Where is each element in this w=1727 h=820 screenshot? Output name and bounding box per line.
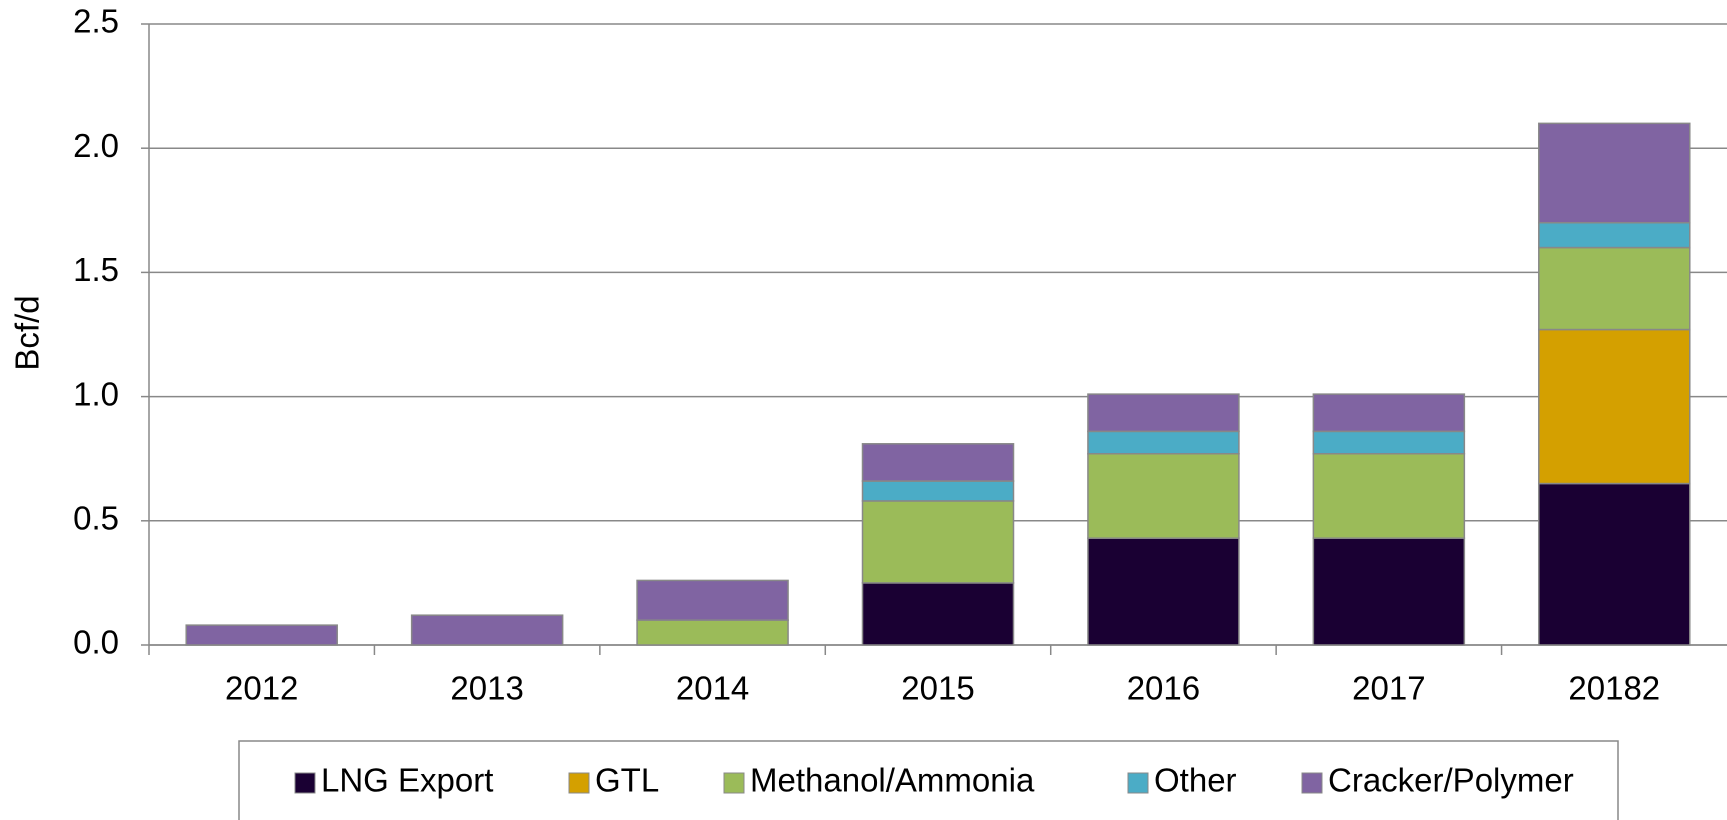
bar-segment (1087, 430, 1240, 455)
bar-segment (636, 579, 789, 621)
bar-segment (410, 614, 564, 646)
x-tick-label: 2015 (901, 670, 974, 707)
x-tick-label: 20182 (1568, 670, 1660, 707)
bar-segment (185, 624, 338, 646)
legend-swatch (723, 772, 745, 794)
legend-box (238, 740, 1619, 820)
legend-label: LNG Export (321, 762, 493, 799)
bar-segment (1538, 221, 1691, 249)
y-tick-label: 2.0 (73, 127, 119, 164)
y-tick-label: 0.0 (73, 624, 119, 661)
bar-segment (636, 619, 789, 646)
legend-swatch (568, 772, 590, 794)
y-tick-label: 1.0 (73, 375, 119, 412)
x-tick-label: 2016 (1127, 670, 1200, 707)
legend-swatch (1301, 772, 1323, 794)
y-axis-label: Bcf/d (9, 295, 46, 370)
bar-segment (1538, 122, 1691, 224)
bar-segment (1312, 537, 1466, 646)
legend-label: Methanol/Ammonia (750, 762, 1035, 799)
bar-segment (1312, 452, 1466, 539)
bar-segment (861, 480, 1015, 502)
bar-segment (1538, 246, 1691, 331)
y-tick-label: 0.5 (73, 500, 119, 537)
legend-swatch (294, 772, 316, 794)
bar-segment (861, 582, 1015, 646)
legend-label: GTL (595, 762, 659, 799)
x-tick-label: 2017 (1352, 670, 1425, 707)
bar-segment (1538, 482, 1691, 646)
y-tick-label: 1.5 (73, 251, 119, 288)
legend-label: Cracker/Polymer (1328, 762, 1574, 799)
legend-swatch (1127, 772, 1149, 794)
bar-segment (1087, 537, 1240, 646)
bar-segment (1538, 328, 1691, 485)
bar-segment (861, 443, 1015, 482)
bar-segment (861, 500, 1015, 584)
x-tick-label: 2014 (676, 670, 749, 707)
bar-segment (1312, 430, 1466, 455)
y-tick-label: 2.5 (73, 3, 119, 40)
legend-label: Other (1154, 762, 1237, 799)
bar-segment (1087, 452, 1240, 539)
bar-segment (1087, 393, 1240, 433)
bar-segment (1312, 393, 1466, 433)
x-tick-label: 2013 (450, 670, 523, 707)
x-tick-label: 2012 (225, 670, 298, 707)
